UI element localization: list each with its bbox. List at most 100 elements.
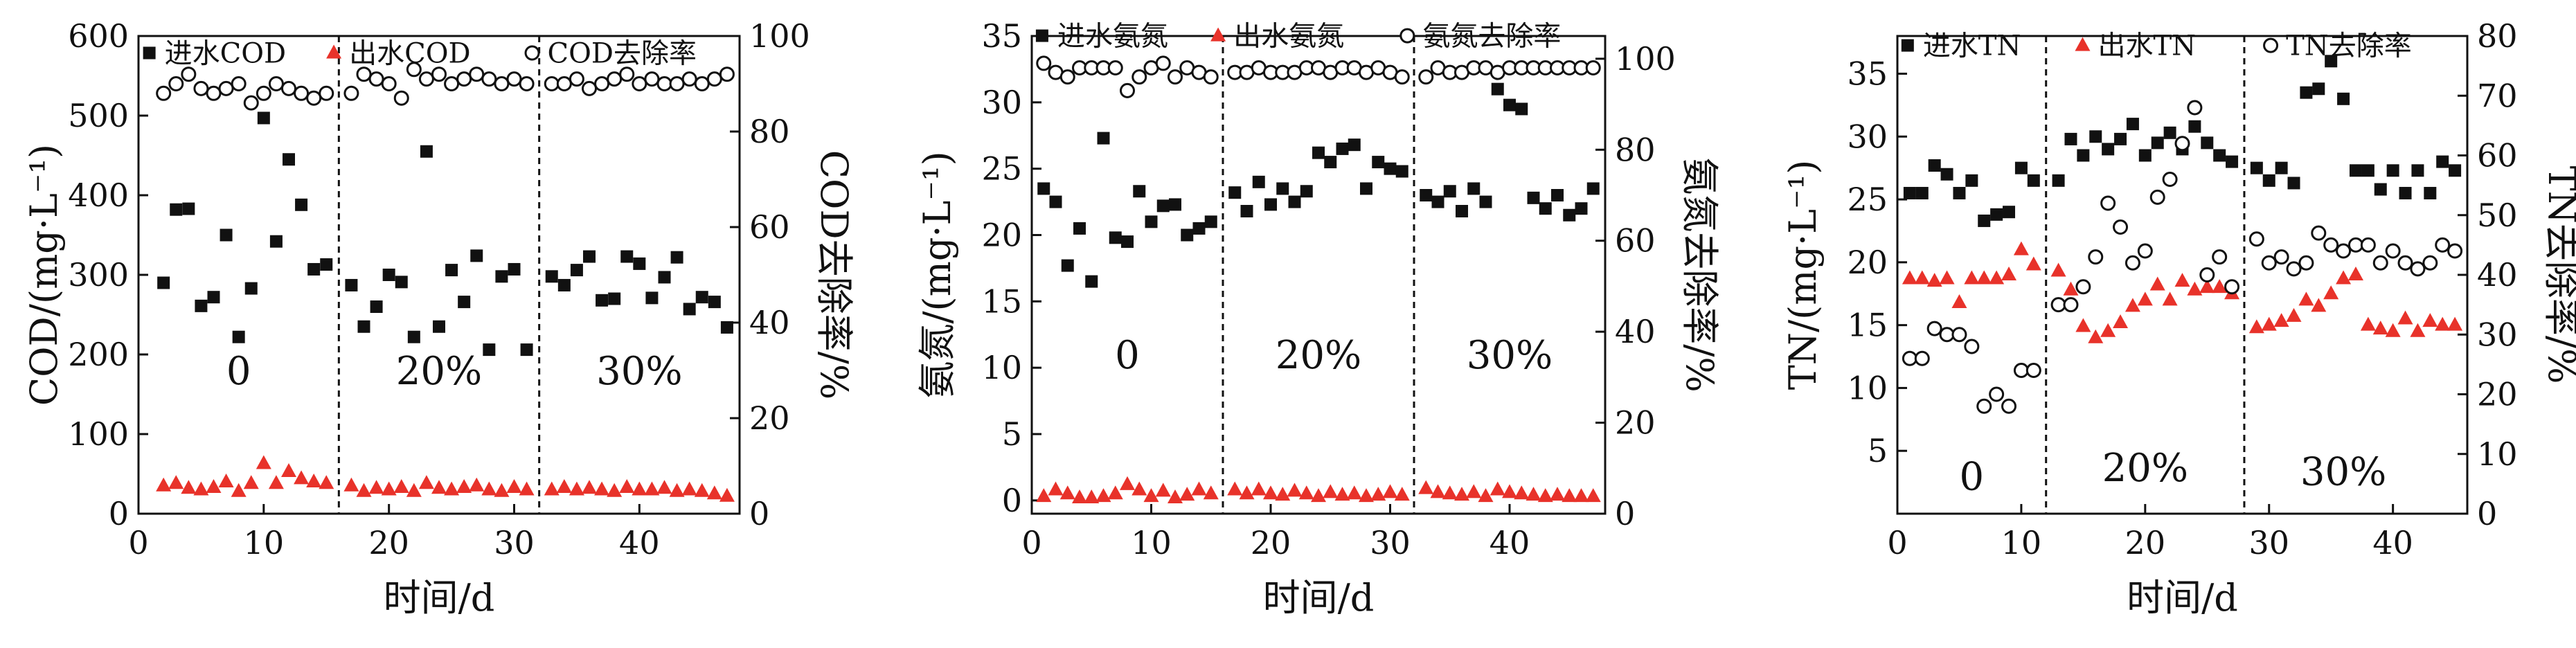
y-axis-label: COD/(mg·L⁻¹) (22, 144, 66, 406)
effluent-point (681, 481, 697, 496)
effluent-point (343, 477, 359, 492)
x-tick-label: 20 (1251, 524, 1291, 561)
influent-point (1288, 195, 1301, 208)
influent-point (1515, 102, 1528, 116)
effluent-point (719, 487, 735, 502)
y2-tick-label: 40 (1615, 313, 1656, 350)
effluent-point (206, 479, 222, 494)
influent-point (1181, 228, 1194, 242)
influent-point (545, 270, 558, 283)
influent-point (2287, 177, 2300, 190)
y-tick-label: 30 (1847, 118, 1888, 155)
legend-marker-square (1035, 29, 1048, 42)
influent-point (1953, 186, 1966, 199)
influent-point (1479, 195, 1492, 208)
phase-label: 0 (226, 349, 251, 394)
effluent-point (2410, 323, 2426, 337)
effluent-point (2199, 279, 2215, 294)
influent-point (1503, 98, 1516, 111)
legend-marker-circle (524, 45, 540, 61)
y-axis-label: 氨氮/(mg·L⁻¹) (915, 151, 959, 398)
chart-panel-1: 0 10 20 30 400100200300400500600020406080100… (22, 17, 856, 620)
x-axis-label: 时间/d (2127, 576, 2238, 620)
removal-point (1168, 69, 1183, 85)
removal-point (343, 85, 359, 101)
effluent-point (1346, 485, 1362, 500)
influent-point (2052, 174, 2065, 187)
removal-point (706, 71, 722, 87)
influent-point (1240, 205, 1253, 217)
influent-point (395, 276, 408, 289)
removal-point (1585, 60, 1601, 75)
effluent-point (1514, 485, 1530, 500)
effluent-point (656, 480, 672, 494)
removal-point (2100, 195, 2116, 211)
influent-point (1965, 174, 1978, 187)
legend-label: 进水TN (1923, 30, 2021, 62)
effluent-point (2261, 316, 2277, 331)
influent-point (683, 303, 696, 316)
effluent-point (2001, 267, 2017, 280)
removal-point (506, 71, 522, 87)
effluent-point (1976, 270, 1992, 285)
x-tick-label: 30 (1370, 524, 1411, 561)
y2-tick-label: 70 (2477, 77, 2518, 114)
effluent-point (368, 480, 384, 494)
x-tick-label: 40 (2372, 524, 2413, 561)
influent-point (220, 228, 233, 242)
influent-point (2436, 155, 2449, 168)
x-axis-label: 时间/d (384, 576, 495, 620)
legend-label: 出水COD (349, 38, 470, 70)
series-triangle (156, 455, 735, 502)
removal-point (2311, 225, 2327, 241)
legend-marker-circle (2263, 37, 2279, 53)
effluent-point (2174, 273, 2190, 287)
y-tick-label: 5 (1868, 432, 1888, 469)
removal-point (2162, 172, 2178, 187)
effluent-point (556, 479, 572, 494)
influent-point (1324, 156, 1337, 169)
influent-point (2114, 132, 2127, 145)
influent-point (633, 257, 646, 270)
effluent-point (1191, 481, 1207, 496)
effluent-point (1059, 485, 1075, 500)
y2-tick-label: 10 (2477, 435, 2518, 473)
influent-point (708, 296, 721, 309)
influent-point (1431, 195, 1444, 208)
legend-label: TN去除率 (2286, 30, 2412, 62)
removal-point (619, 66, 635, 82)
influent-point (357, 320, 370, 333)
legend-label: 氨氮去除率 (1422, 21, 1561, 53)
removal-point (594, 76, 610, 91)
influent-point (2386, 164, 2399, 177)
y-tick-label: 35 (1847, 55, 1888, 92)
y2-tick-label: 100 (1615, 40, 1676, 78)
influent-point (307, 262, 321, 276)
influent-point (1360, 182, 1372, 195)
effluent-point (356, 483, 372, 497)
effluent-point (1107, 485, 1123, 500)
effluent-point (1370, 487, 1386, 501)
effluent-point (1203, 485, 1219, 500)
x-tick-label: 0 (128, 524, 148, 561)
influent-point (1348, 138, 1361, 152)
influent-point (1133, 185, 1146, 198)
removal-point (2075, 279, 2091, 295)
effluent-point (2273, 313, 2289, 327)
effluent-point (1227, 481, 1243, 496)
influent-point (2262, 174, 2275, 187)
effluent-point (2298, 291, 2314, 306)
effluent-point (632, 481, 647, 496)
removal-point (1036, 55, 1052, 71)
effluent-point (256, 455, 271, 469)
removal-point (1939, 327, 1955, 343)
removal-point (368, 71, 384, 87)
y2-tick-label: 100 (749, 17, 810, 55)
influent-point (1539, 202, 1552, 215)
influent-point (583, 250, 596, 263)
removal-point (2347, 237, 2363, 253)
removal-point (544, 76, 560, 91)
removal-point (2261, 255, 2277, 271)
effluent-point (1537, 488, 1553, 503)
legend-label: 进水氨氮 (1057, 21, 1168, 53)
